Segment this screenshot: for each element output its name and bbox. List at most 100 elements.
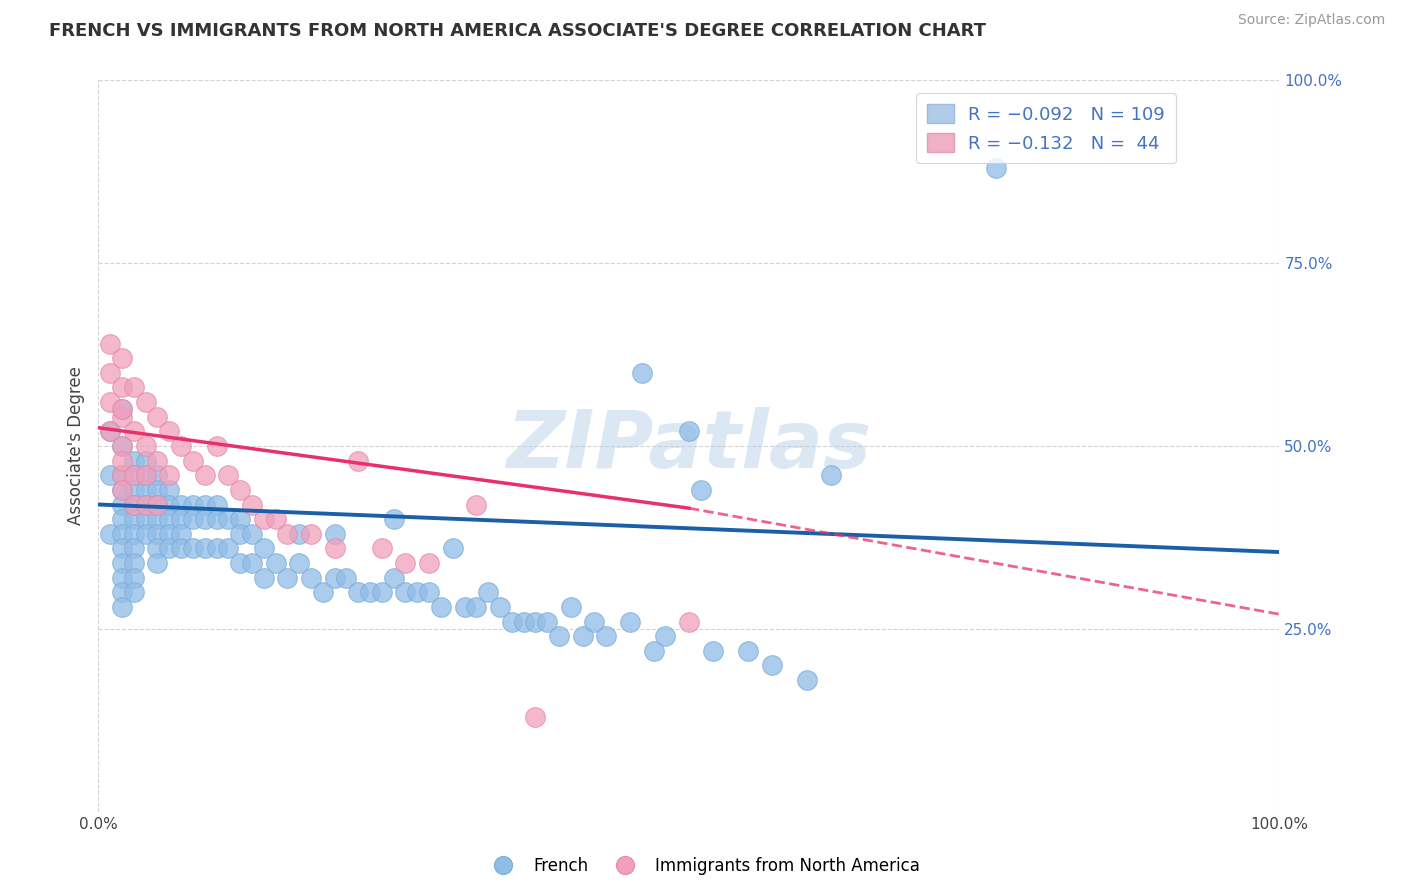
Point xyxy=(122,571,145,585)
Point xyxy=(122,585,145,599)
Point xyxy=(418,585,440,599)
Point xyxy=(111,512,134,526)
Point xyxy=(299,571,322,585)
Point xyxy=(146,541,169,556)
Point xyxy=(323,526,346,541)
Point xyxy=(135,453,157,467)
Point xyxy=(536,615,558,629)
Point xyxy=(98,526,121,541)
Point xyxy=(135,498,157,512)
Point xyxy=(205,498,228,512)
Point xyxy=(205,512,228,526)
Point xyxy=(217,541,239,556)
Point xyxy=(181,541,204,556)
Point xyxy=(135,395,157,409)
Point xyxy=(524,709,547,723)
Point xyxy=(737,644,759,658)
Point xyxy=(111,541,134,556)
Point xyxy=(111,526,134,541)
Point xyxy=(111,439,134,453)
Point xyxy=(122,468,145,483)
Point xyxy=(170,526,193,541)
Point xyxy=(122,512,145,526)
Point xyxy=(229,556,252,570)
Legend: R = −0.092   N = 109, R = −0.132   N =  44: R = −0.092 N = 109, R = −0.132 N = 44 xyxy=(915,93,1175,163)
Point xyxy=(146,453,169,467)
Point xyxy=(418,556,440,570)
Point xyxy=(98,425,121,439)
Point xyxy=(654,629,676,643)
Point xyxy=(276,571,298,585)
Point xyxy=(194,498,217,512)
Point xyxy=(111,453,134,467)
Point xyxy=(98,336,121,351)
Point xyxy=(111,599,134,614)
Point xyxy=(240,498,263,512)
Point xyxy=(240,526,263,541)
Point xyxy=(323,571,346,585)
Point xyxy=(194,512,217,526)
Point xyxy=(453,599,475,614)
Point xyxy=(371,541,394,556)
Point xyxy=(98,366,121,380)
Point xyxy=(146,526,169,541)
Point xyxy=(157,483,180,497)
Point xyxy=(157,541,180,556)
Point xyxy=(702,644,724,658)
Point xyxy=(984,161,1007,175)
Point xyxy=(122,468,145,483)
Point xyxy=(524,615,547,629)
Point xyxy=(571,629,593,643)
Point xyxy=(122,498,145,512)
Point xyxy=(122,541,145,556)
Point xyxy=(146,556,169,570)
Point xyxy=(111,483,134,497)
Point xyxy=(181,453,204,467)
Point xyxy=(512,615,534,629)
Point xyxy=(157,512,180,526)
Point xyxy=(465,599,488,614)
Point xyxy=(111,402,134,417)
Text: FRENCH VS IMMIGRANTS FROM NORTH AMERICA ASSOCIATE'S DEGREE CORRELATION CHART: FRENCH VS IMMIGRANTS FROM NORTH AMERICA … xyxy=(49,22,986,40)
Point xyxy=(98,395,121,409)
Point xyxy=(111,468,134,483)
Point xyxy=(253,541,276,556)
Point xyxy=(253,512,276,526)
Point xyxy=(122,498,145,512)
Point xyxy=(146,498,169,512)
Point xyxy=(477,585,499,599)
Point xyxy=(619,615,641,629)
Point xyxy=(135,483,157,497)
Point xyxy=(135,468,157,483)
Point xyxy=(323,541,346,556)
Point xyxy=(135,468,157,483)
Point xyxy=(312,585,335,599)
Text: Source: ZipAtlas.com: Source: ZipAtlas.com xyxy=(1237,13,1385,28)
Point xyxy=(122,556,145,570)
Point xyxy=(229,512,252,526)
Point xyxy=(347,453,370,467)
Point xyxy=(371,585,394,599)
Point xyxy=(583,615,606,629)
Point xyxy=(465,498,488,512)
Point xyxy=(135,512,157,526)
Point xyxy=(229,526,252,541)
Point xyxy=(240,556,263,570)
Point xyxy=(406,585,429,599)
Point xyxy=(111,571,134,585)
Point xyxy=(111,439,134,453)
Point xyxy=(146,483,169,497)
Point xyxy=(170,498,193,512)
Point xyxy=(98,425,121,439)
Point xyxy=(335,571,357,585)
Point xyxy=(430,599,453,614)
Point xyxy=(689,483,711,497)
Point xyxy=(595,629,617,643)
Point xyxy=(146,468,169,483)
Point xyxy=(205,541,228,556)
Point xyxy=(122,425,145,439)
Point xyxy=(157,425,180,439)
Point xyxy=(359,585,381,599)
Point xyxy=(135,498,157,512)
Point xyxy=(181,512,204,526)
